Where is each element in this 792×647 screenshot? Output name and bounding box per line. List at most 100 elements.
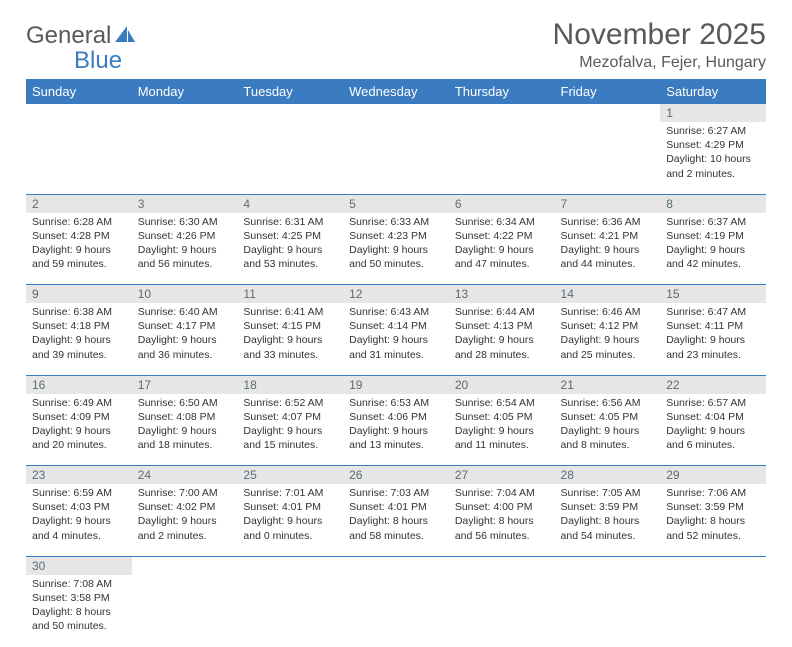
- day-number-row: 23242526272829: [26, 466, 766, 485]
- sunset-text: Sunset: 4:01 PM: [243, 500, 337, 514]
- daylight-text: Daylight: 9 hours and 50 minutes.: [349, 243, 443, 271]
- day-number: 19: [343, 375, 449, 394]
- day-number: 14: [555, 285, 661, 304]
- day-details: Sunrise: 6:36 AMSunset: 4:21 PMDaylight:…: [555, 213, 661, 276]
- day-cell: [449, 122, 555, 194]
- day-number: 8: [660, 194, 766, 213]
- day-cell: Sunrise: 6:36 AMSunset: 4:21 PMDaylight:…: [555, 213, 661, 285]
- day-details: Sunrise: 7:06 AMSunset: 3:59 PMDaylight:…: [660, 484, 766, 547]
- daylight-text: Daylight: 9 hours and 42 minutes.: [666, 243, 760, 271]
- sunset-text: Sunset: 4:09 PM: [32, 410, 126, 424]
- day-number: [26, 104, 132, 122]
- sunrise-text: Sunrise: 6:52 AM: [243, 396, 337, 410]
- sunset-text: Sunset: 4:18 PM: [32, 319, 126, 333]
- sunrise-text: Sunrise: 7:04 AM: [455, 486, 549, 500]
- daylight-text: Daylight: 10 hours and 2 minutes.: [666, 152, 760, 180]
- sunrise-text: Sunrise: 6:33 AM: [349, 215, 443, 229]
- day-header: Friday: [555, 79, 661, 104]
- daylight-text: Daylight: 9 hours and 56 minutes.: [138, 243, 232, 271]
- day-number-row: 16171819202122: [26, 375, 766, 394]
- sunrise-text: Sunrise: 6:46 AM: [561, 305, 655, 319]
- daylight-text: Daylight: 9 hours and 18 minutes.: [138, 424, 232, 452]
- day-details: Sunrise: 6:40 AMSunset: 4:17 PMDaylight:…: [132, 303, 238, 366]
- sunrise-text: Sunrise: 6:37 AM: [666, 215, 760, 229]
- day-number: 29: [660, 466, 766, 485]
- day-content-row: Sunrise: 6:28 AMSunset: 4:28 PMDaylight:…: [26, 213, 766, 285]
- sunrise-text: Sunrise: 6:27 AM: [666, 124, 760, 138]
- day-cell: Sunrise: 7:01 AMSunset: 4:01 PMDaylight:…: [237, 484, 343, 556]
- sunset-text: Sunset: 4:06 PM: [349, 410, 443, 424]
- sunset-text: Sunset: 4:23 PM: [349, 229, 443, 243]
- day-header: Saturday: [660, 79, 766, 104]
- day-cell: [26, 122, 132, 194]
- day-number: [555, 104, 661, 122]
- day-number: 25: [237, 466, 343, 485]
- day-number: [343, 104, 449, 122]
- day-details: Sunrise: 6:30 AMSunset: 4:26 PMDaylight:…: [132, 213, 238, 276]
- day-cell: Sunrise: 6:57 AMSunset: 4:04 PMDaylight:…: [660, 394, 766, 466]
- day-cell: Sunrise: 7:08 AMSunset: 3:58 PMDaylight:…: [26, 575, 132, 647]
- day-cell: Sunrise: 6:43 AMSunset: 4:14 PMDaylight:…: [343, 303, 449, 375]
- sunrise-text: Sunrise: 6:41 AM: [243, 305, 337, 319]
- daylight-text: Daylight: 9 hours and 11 minutes.: [455, 424, 549, 452]
- daylight-text: Daylight: 9 hours and 8 minutes.: [561, 424, 655, 452]
- sunset-text: Sunset: 4:15 PM: [243, 319, 337, 333]
- day-number: 11: [237, 285, 343, 304]
- location: Mezofalva, Fejer, Hungary: [553, 54, 766, 72]
- day-cell: Sunrise: 6:30 AMSunset: 4:26 PMDaylight:…: [132, 213, 238, 285]
- day-content-row: Sunrise: 6:38 AMSunset: 4:18 PMDaylight:…: [26, 303, 766, 375]
- day-number: [237, 556, 343, 575]
- daylight-text: Daylight: 9 hours and 33 minutes.: [243, 333, 337, 361]
- sunrise-text: Sunrise: 6:36 AM: [561, 215, 655, 229]
- day-details: Sunrise: 6:41 AMSunset: 4:15 PMDaylight:…: [237, 303, 343, 366]
- day-number: 3: [132, 194, 238, 213]
- sunrise-text: Sunrise: 6:49 AM: [32, 396, 126, 410]
- sunrise-text: Sunrise: 7:06 AM: [666, 486, 760, 500]
- day-number-row: 2345678: [26, 194, 766, 213]
- day-number: 28: [555, 466, 661, 485]
- day-details: Sunrise: 6:50 AMSunset: 4:08 PMDaylight:…: [132, 394, 238, 457]
- day-cell: Sunrise: 6:47 AMSunset: 4:11 PMDaylight:…: [660, 303, 766, 375]
- page-title: November 2025: [553, 18, 766, 52]
- sunrise-text: Sunrise: 6:53 AM: [349, 396, 443, 410]
- sunrise-text: Sunrise: 6:59 AM: [32, 486, 126, 500]
- day-cell: Sunrise: 6:59 AMSunset: 4:03 PMDaylight:…: [26, 484, 132, 556]
- day-cell: Sunrise: 6:27 AMSunset: 4:29 PMDaylight:…: [660, 122, 766, 194]
- sunset-text: Sunset: 4:25 PM: [243, 229, 337, 243]
- day-number: 18: [237, 375, 343, 394]
- day-cell: Sunrise: 6:56 AMSunset: 4:05 PMDaylight:…: [555, 394, 661, 466]
- day-cell: Sunrise: 6:50 AMSunset: 4:08 PMDaylight:…: [132, 394, 238, 466]
- day-cell: [555, 122, 661, 194]
- sunset-text: Sunset: 4:19 PM: [666, 229, 760, 243]
- day-number: 22: [660, 375, 766, 394]
- logo: General Blue: [26, 24, 137, 73]
- day-cell: Sunrise: 6:54 AMSunset: 4:05 PMDaylight:…: [449, 394, 555, 466]
- day-cell: Sunrise: 6:44 AMSunset: 4:13 PMDaylight:…: [449, 303, 555, 375]
- day-cell: Sunrise: 6:49 AMSunset: 4:09 PMDaylight:…: [26, 394, 132, 466]
- daylight-text: Daylight: 9 hours and 39 minutes.: [32, 333, 126, 361]
- day-number: 7: [555, 194, 661, 213]
- sunset-text: Sunset: 4:00 PM: [455, 500, 549, 514]
- day-cell: Sunrise: 7:05 AMSunset: 3:59 PMDaylight:…: [555, 484, 661, 556]
- day-header: Thursday: [449, 79, 555, 104]
- day-details: Sunrise: 6:47 AMSunset: 4:11 PMDaylight:…: [660, 303, 766, 366]
- day-content-row: Sunrise: 7:08 AMSunset: 3:58 PMDaylight:…: [26, 575, 766, 647]
- sunset-text: Sunset: 4:26 PM: [138, 229, 232, 243]
- day-cell: Sunrise: 6:28 AMSunset: 4:28 PMDaylight:…: [26, 213, 132, 285]
- day-details: Sunrise: 6:53 AMSunset: 4:06 PMDaylight:…: [343, 394, 449, 457]
- day-details: Sunrise: 6:31 AMSunset: 4:25 PMDaylight:…: [237, 213, 343, 276]
- header: General Blue November 2025 Mezofalva, Fe…: [26, 18, 766, 73]
- day-content-row: Sunrise: 6:49 AMSunset: 4:09 PM Daylight:…: [26, 394, 766, 466]
- day-number: 2: [26, 194, 132, 213]
- day-details: Sunrise: 6:57 AMSunset: 4:04 PMDaylight:…: [660, 394, 766, 457]
- day-number: [132, 556, 238, 575]
- day-number: 21: [555, 375, 661, 394]
- day-cell: [237, 122, 343, 194]
- day-header: Sunday: [26, 79, 132, 104]
- day-details: Sunrise: 6:43 AMSunset: 4:14 PMDaylight:…: [343, 303, 449, 366]
- sunset-text: Sunset: 4:28 PM: [32, 229, 126, 243]
- sunset-text: Sunset: 4:05 PM: [455, 410, 549, 424]
- sunrise-text: Sunrise: 7:03 AM: [349, 486, 443, 500]
- sunrise-text: Sunrise: 6:50 AM: [138, 396, 232, 410]
- day-cell: Sunrise: 7:03 AMSunset: 4:01 PMDaylight:…: [343, 484, 449, 556]
